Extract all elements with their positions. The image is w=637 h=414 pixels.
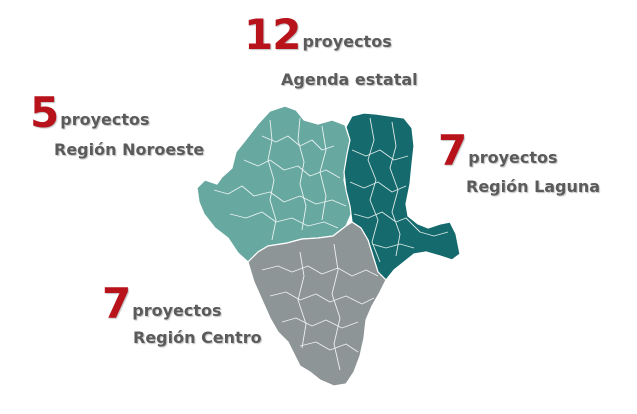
laguna-count: 7 (438, 126, 467, 175)
noroeste-unit: proyectos (60, 110, 150, 129)
noroeste-name: Región Noroeste (54, 140, 205, 159)
centro-municipal-borders (261, 243, 379, 371)
laguna-unit: proyectos (468, 148, 558, 167)
region-centro-shape (247, 221, 387, 387)
estatal-count: 12 (244, 10, 301, 59)
estatal-unit: proyectos (302, 32, 392, 51)
centro-count-label: 7 proyectos (102, 283, 222, 325)
centro-name: Región Centro (133, 328, 262, 347)
noroeste-count: 5 (30, 88, 59, 137)
noroeste-municipal-borders (213, 117, 347, 241)
laguna-municipal-borders (349, 117, 449, 263)
centro-count: 7 (102, 279, 131, 328)
noroeste-count-label: 5 proyectos (30, 92, 150, 134)
laguna-count-label: 7 proyectos (438, 130, 558, 172)
estatal-name: Agenda estatal (281, 70, 418, 89)
laguna-name: Región Laguna (466, 177, 601, 196)
estatal-count-label: 12 proyectos (244, 14, 392, 56)
centro-unit: proyectos (132, 301, 222, 320)
